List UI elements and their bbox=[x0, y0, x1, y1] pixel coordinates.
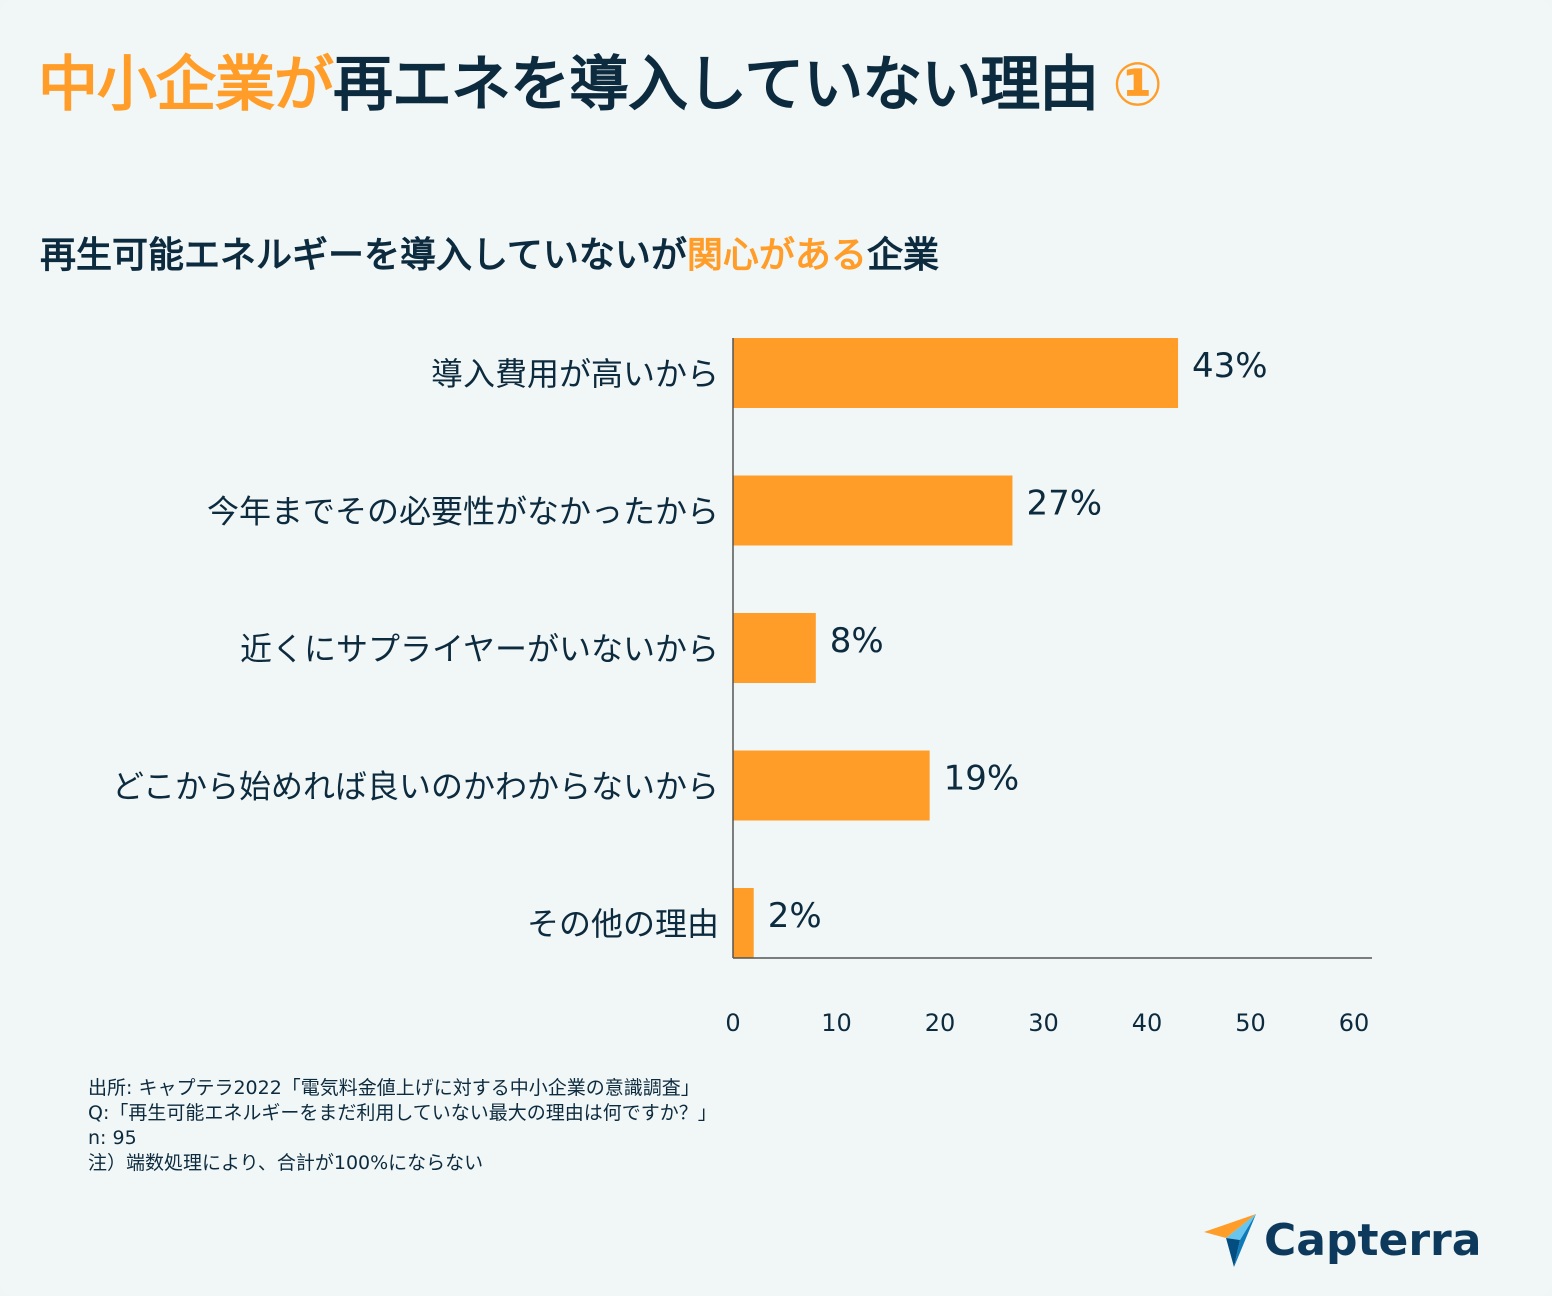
page-title: 中小企業が再エネを導入していない理由 ① bbox=[38, 36, 1163, 123]
bar-3 bbox=[733, 750, 930, 821]
value-label-3: 19% bbox=[944, 759, 1020, 799]
title-number: ① bbox=[1112, 50, 1163, 120]
x-tick-label-5: 50 bbox=[1235, 1009, 1266, 1037]
note-sample-size: n: 95 bbox=[88, 1127, 137, 1149]
x-tick-label-6: 60 bbox=[1339, 1009, 1370, 1037]
bar-4 bbox=[733, 888, 754, 958]
subtitle-accent: 関心がある bbox=[686, 235, 867, 276]
x-tick-label-3: 30 bbox=[1028, 1009, 1059, 1037]
value-label-1: 27% bbox=[1026, 484, 1102, 524]
category-label-1: 今年までその必要性がなかったから bbox=[207, 493, 719, 531]
category-label-3: どこから始めれば良いのかわからないから bbox=[112, 768, 719, 806]
bar-1 bbox=[733, 475, 1013, 546]
value-label-4: 2% bbox=[768, 896, 822, 936]
x-tick-label-1: 10 bbox=[821, 1009, 852, 1037]
source-notes: 出所: キャプテラ2022「電気料金値上げに対する中小企業の意識調査」 Q:「再… bbox=[88, 1076, 717, 1176]
note-rounding: 注）端数処理により、合計が100%にならない bbox=[88, 1152, 484, 1174]
category-label-4: その他の理由 bbox=[527, 905, 719, 943]
x-tick-label-4: 40 bbox=[1132, 1009, 1163, 1037]
category-label-2: 近くにサプライヤーがいないから bbox=[240, 630, 719, 668]
note-source: 出所: キャプテラ2022「電気料金値上げに対する中小企業の意識調査」 bbox=[88, 1077, 700, 1099]
capterra-arrow-icon bbox=[1204, 1214, 1256, 1267]
bar-2 bbox=[733, 613, 816, 683]
bar-0 bbox=[733, 338, 1179, 408]
x-tick-label-2: 20 bbox=[925, 1009, 956, 1037]
capterra-logo: Capterra bbox=[1204, 1212, 1481, 1268]
subtitle-part1: 再生可能エネルギーを導入していないが bbox=[40, 235, 687, 276]
value-label-2: 8% bbox=[830, 621, 884, 661]
logo-text: Capterra bbox=[1264, 1214, 1482, 1266]
note-question: Q:「再生可能エネルギーをまだ利用していない最大の理由は何ですか？」 bbox=[88, 1102, 717, 1124]
subtitle-part2: 企業 bbox=[866, 235, 939, 276]
title-rest: 再エネを導入していない理由 bbox=[333, 50, 1099, 120]
x-tick-label-0: 0 bbox=[725, 1009, 740, 1037]
value-label-0: 43% bbox=[1192, 346, 1268, 386]
title-accent: 中小企業が bbox=[38, 50, 334, 120]
chart-subtitle: 再生可能エネルギーを導入していないが関心がある企業 bbox=[40, 226, 939, 278]
category-label-0: 導入費用が高いから bbox=[431, 355, 719, 393]
